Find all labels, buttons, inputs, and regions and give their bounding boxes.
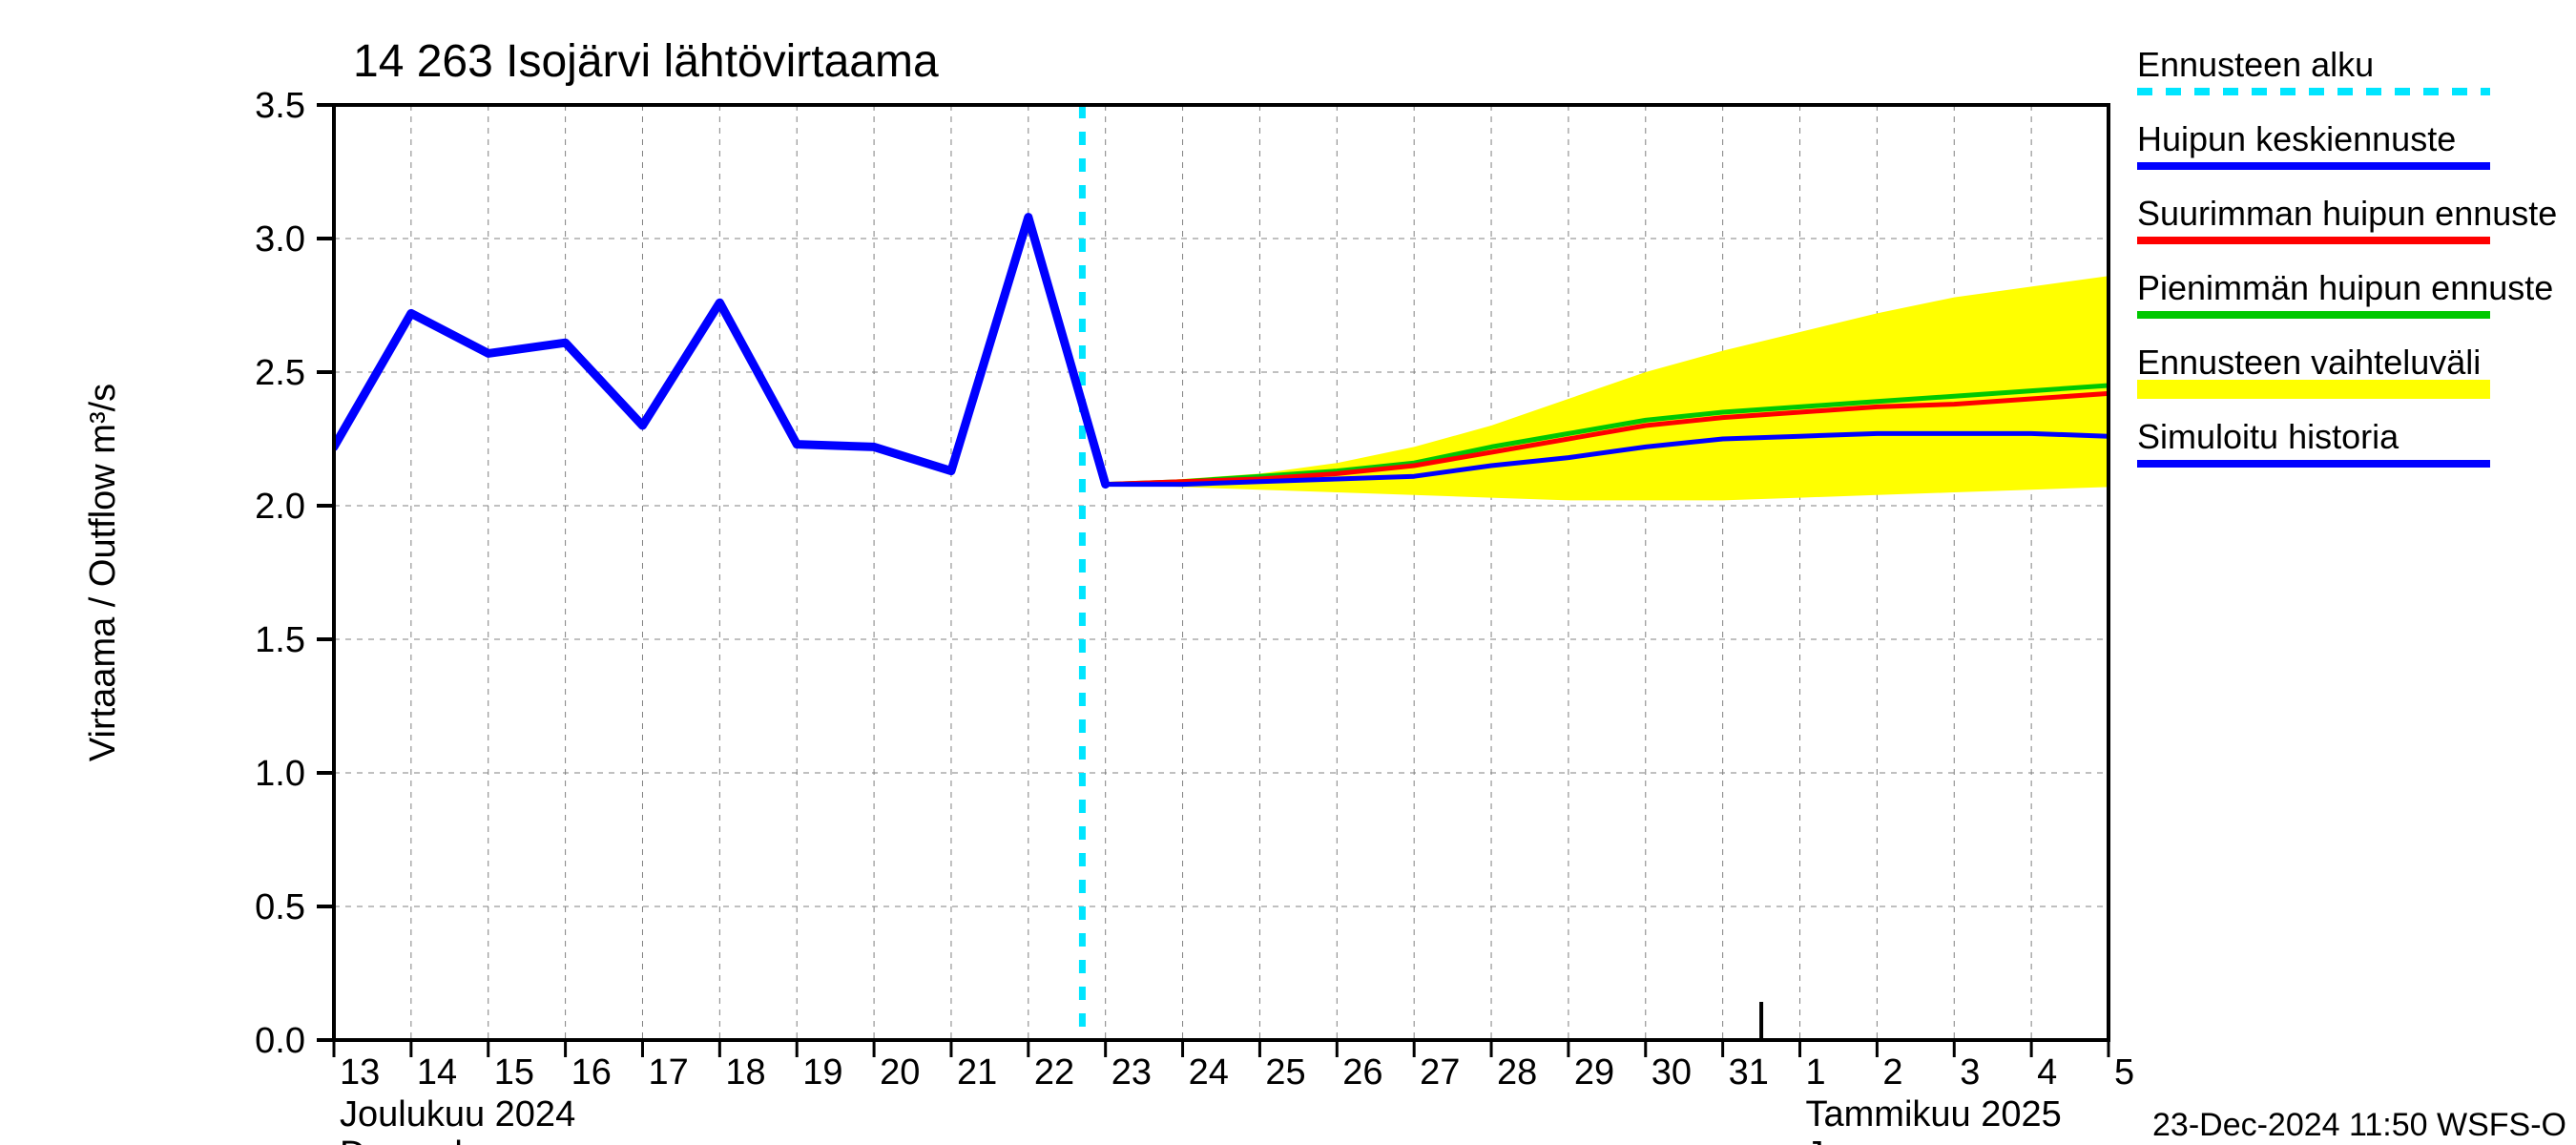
y-tick-label: 1.0 bbox=[255, 754, 305, 794]
x-tick-label: 17 bbox=[648, 1052, 688, 1093]
y-tick-label: 0.5 bbox=[255, 887, 305, 927]
x-tick-label: 16 bbox=[571, 1052, 612, 1093]
x-tick-label: 15 bbox=[494, 1052, 534, 1093]
x-tick-label: 25 bbox=[1265, 1052, 1305, 1093]
legend-label: Simuloitu historia bbox=[2137, 417, 2399, 456]
x-tick-label: 14 bbox=[417, 1052, 457, 1093]
x-tick-label: 18 bbox=[725, 1052, 765, 1093]
x-tick-label: 22 bbox=[1034, 1052, 1074, 1093]
y-axis-label: Virtaama / Outflow m³/s bbox=[83, 384, 123, 761]
chart-bg bbox=[0, 0, 2576, 1145]
legend-label: Huipun keskiennuste bbox=[2137, 119, 2456, 158]
legend-swatch bbox=[2137, 380, 2490, 399]
x-tick-label: 5 bbox=[2114, 1052, 2134, 1093]
x-tick-label: 27 bbox=[1420, 1052, 1460, 1093]
x-tick-label: 3 bbox=[1960, 1052, 1980, 1093]
y-tick-label: 0.0 bbox=[255, 1021, 305, 1061]
chart-svg: 0.00.51.01.52.02.53.03.51314151617181920… bbox=[0, 0, 2576, 1145]
month-label-right-2: January bbox=[1806, 1135, 1935, 1145]
legend-label: Ennusteen vaihteluväli bbox=[2137, 343, 2481, 382]
x-tick-label: 21 bbox=[957, 1052, 997, 1093]
x-tick-label: 19 bbox=[802, 1052, 842, 1093]
y-tick-label: 1.5 bbox=[255, 620, 305, 660]
x-tick-label: 4 bbox=[2037, 1052, 2057, 1093]
x-tick-label: 26 bbox=[1342, 1052, 1382, 1093]
legend-label: Ennusteen alku bbox=[2137, 45, 2374, 84]
month-label-left-2: December bbox=[340, 1135, 508, 1145]
x-tick-label: 2 bbox=[1882, 1052, 1902, 1093]
x-tick-label: 13 bbox=[340, 1052, 380, 1093]
month-label-left-1: Joulukuu 2024 bbox=[340, 1094, 575, 1135]
x-tick-label: 23 bbox=[1111, 1052, 1152, 1093]
chart-title: 14 263 Isojärvi lähtövirtaama bbox=[353, 36, 939, 87]
x-tick-label: 31 bbox=[1729, 1052, 1769, 1093]
y-tick-label: 2.5 bbox=[255, 353, 305, 393]
x-tick-label: 1 bbox=[1806, 1052, 1826, 1093]
legend-label: Suurimman huipun ennuste bbox=[2137, 194, 2557, 233]
x-tick-label: 20 bbox=[880, 1052, 920, 1093]
y-tick-label: 2.0 bbox=[255, 487, 305, 527]
y-tick-label: 3.5 bbox=[255, 86, 305, 126]
month-label-right-1: Tammikuu 2025 bbox=[1806, 1094, 2062, 1135]
x-tick-label: 24 bbox=[1189, 1052, 1229, 1093]
timestamp: 23-Dec-2024 11:50 WSFS-O bbox=[2152, 1107, 2566, 1143]
y-tick-label: 3.0 bbox=[255, 219, 305, 260]
legend-label: Pienimmän huipun ennuste bbox=[2137, 268, 2553, 307]
x-tick-label: 28 bbox=[1497, 1052, 1537, 1093]
x-tick-label: 30 bbox=[1652, 1052, 1692, 1093]
x-tick-label: 29 bbox=[1574, 1052, 1614, 1093]
hydrograph-chart: 0.00.51.01.52.02.53.03.51314151617181920… bbox=[0, 0, 2576, 1145]
